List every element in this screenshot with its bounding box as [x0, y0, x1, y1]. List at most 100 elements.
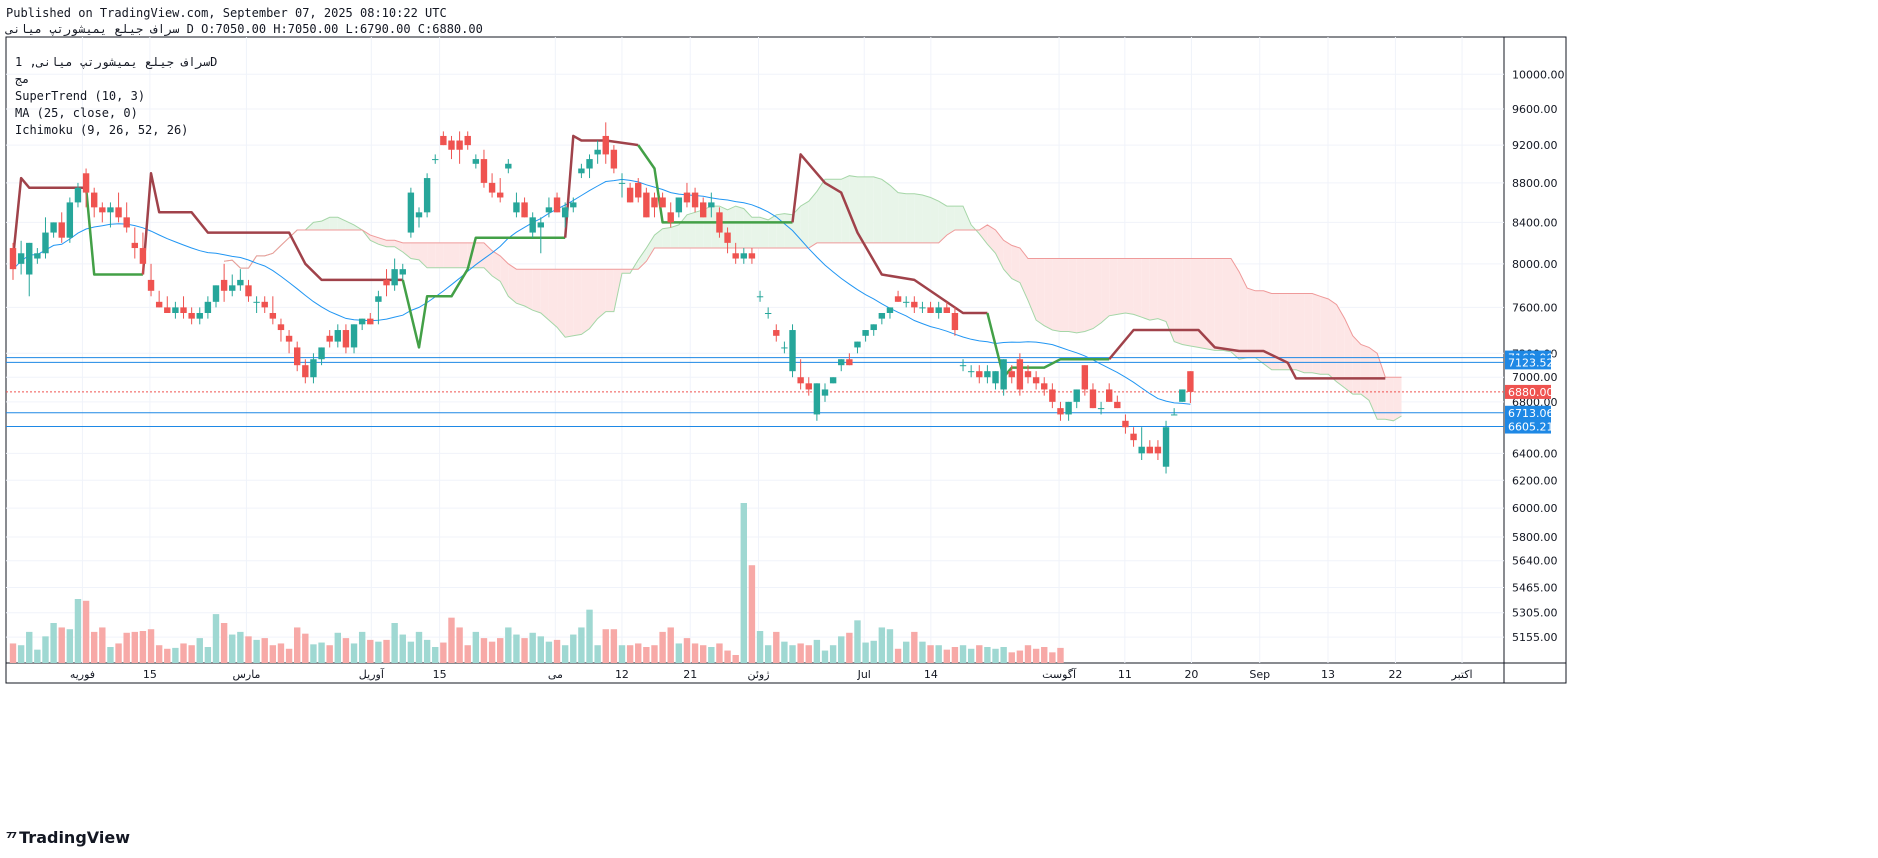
candle-body — [253, 301, 260, 303]
cloud-segment — [768, 214, 777, 249]
candle-body — [123, 217, 130, 228]
candle-body — [237, 279, 244, 286]
volume-bar — [245, 636, 252, 663]
cloud-segment — [979, 224, 988, 245]
candle-body — [472, 159, 480, 164]
candle — [1016, 353, 1024, 396]
candle — [131, 227, 138, 259]
candle-body — [164, 307, 171, 313]
volume-bar — [919, 641, 926, 663]
volume-bar — [708, 647, 715, 663]
candle-body — [432, 159, 439, 161]
candle — [391, 258, 398, 291]
volume-bar — [115, 643, 122, 663]
candle — [813, 383, 821, 421]
cloud-segment — [995, 230, 1004, 270]
cloud-segment — [1141, 258, 1150, 321]
candle — [1106, 383, 1113, 402]
candle-body — [220, 279, 228, 291]
candle-body — [440, 135, 447, 146]
candle — [188, 307, 195, 325]
candle-body — [756, 296, 764, 298]
legend-symbol[interactable]: سراف جیلع یمیشورتپ میانی, 1D — [15, 55, 218, 69]
volume-bar — [26, 631, 33, 663]
candle-body — [561, 207, 569, 218]
cloud-segment — [1247, 288, 1256, 358]
candle — [9, 242, 17, 280]
volume-bar — [196, 638, 203, 663]
candle — [919, 301, 926, 313]
volume-bar — [700, 645, 707, 663]
candle — [675, 197, 683, 218]
candle — [1162, 420, 1170, 474]
volume-bar — [561, 645, 569, 663]
volume-bar — [334, 632, 341, 663]
candle-body — [342, 330, 350, 348]
volume-bar — [911, 631, 918, 663]
volume-bar — [358, 631, 366, 663]
candle — [42, 217, 49, 259]
cloud-segment — [427, 242, 436, 268]
volume-bar — [1049, 652, 1056, 663]
volume-bar — [570, 634, 577, 663]
candle-body — [1000, 359, 1007, 390]
legend-ma[interactable]: MA (25, close, 0) — [15, 106, 138, 120]
y-tick-label: 6800.00 — [1512, 396, 1558, 409]
y-tick-label: 6200.00 — [1512, 474, 1558, 487]
volume-bar — [66, 629, 74, 663]
cloud-segment — [313, 221, 322, 231]
candle-body — [407, 192, 415, 233]
legend-ichimoku[interactable]: Ichimoku (9, 26, 52, 26) — [15, 123, 189, 137]
ichimoku-span-a — [224, 175, 1402, 422]
candle — [976, 365, 983, 384]
cloud-segment — [1377, 353, 1386, 420]
candle-body — [708, 202, 715, 208]
candle — [17, 240, 25, 275]
supertrend-down-segment — [11, 176, 87, 259]
cloud-segment — [922, 195, 931, 243]
volume-bar — [764, 645, 772, 663]
candle — [1057, 401, 1064, 421]
candle — [318, 347, 325, 366]
cloud-segment — [808, 191, 817, 249]
candle-body — [1024, 371, 1032, 378]
volume-bar — [448, 617, 455, 663]
y-tick-label: 5640.00 — [1512, 555, 1558, 568]
volume-bar — [277, 643, 285, 663]
legend-exchange: مج — [15, 72, 30, 86]
volume-bar — [42, 636, 49, 663]
candle — [383, 269, 390, 297]
candle-body — [180, 307, 187, 313]
volume-bar — [659, 631, 666, 663]
candle-body — [172, 307, 179, 313]
volume-bar — [545, 641, 553, 663]
cloud-segment — [906, 193, 915, 243]
candle — [854, 341, 861, 354]
candle — [415, 207, 423, 228]
level-tag-label: 6605.21 — [1508, 421, 1554, 434]
candle — [521, 197, 528, 218]
cloud-segment — [589, 269, 598, 329]
candle-body — [302, 365, 309, 378]
candle-body — [651, 197, 658, 208]
candle-body — [700, 202, 707, 218]
candle-body — [99, 207, 106, 213]
x-tick-label: 15 — [433, 668, 447, 681]
candle — [951, 307, 959, 336]
y-tick-label: 6400.00 — [1512, 447, 1558, 460]
volume-bar — [635, 643, 642, 663]
volume-bar — [99, 627, 106, 663]
candle — [829, 377, 837, 384]
volume-bar — [34, 649, 41, 663]
x-tick-label: Jul — [857, 668, 871, 681]
candle — [334, 324, 341, 348]
cloud-segment — [670, 224, 679, 249]
supertrend-up-segment — [401, 236, 566, 349]
x-tick-label: 22 — [1388, 668, 1402, 681]
legend-supertrend[interactable]: SuperTrend (10, 3) — [15, 89, 146, 103]
level-tag — [1505, 419, 1551, 434]
tradingview-logo[interactable]: ⁷⁷ TradingView — [6, 828, 130, 847]
candle — [277, 318, 285, 342]
volume-bar — [50, 623, 57, 663]
